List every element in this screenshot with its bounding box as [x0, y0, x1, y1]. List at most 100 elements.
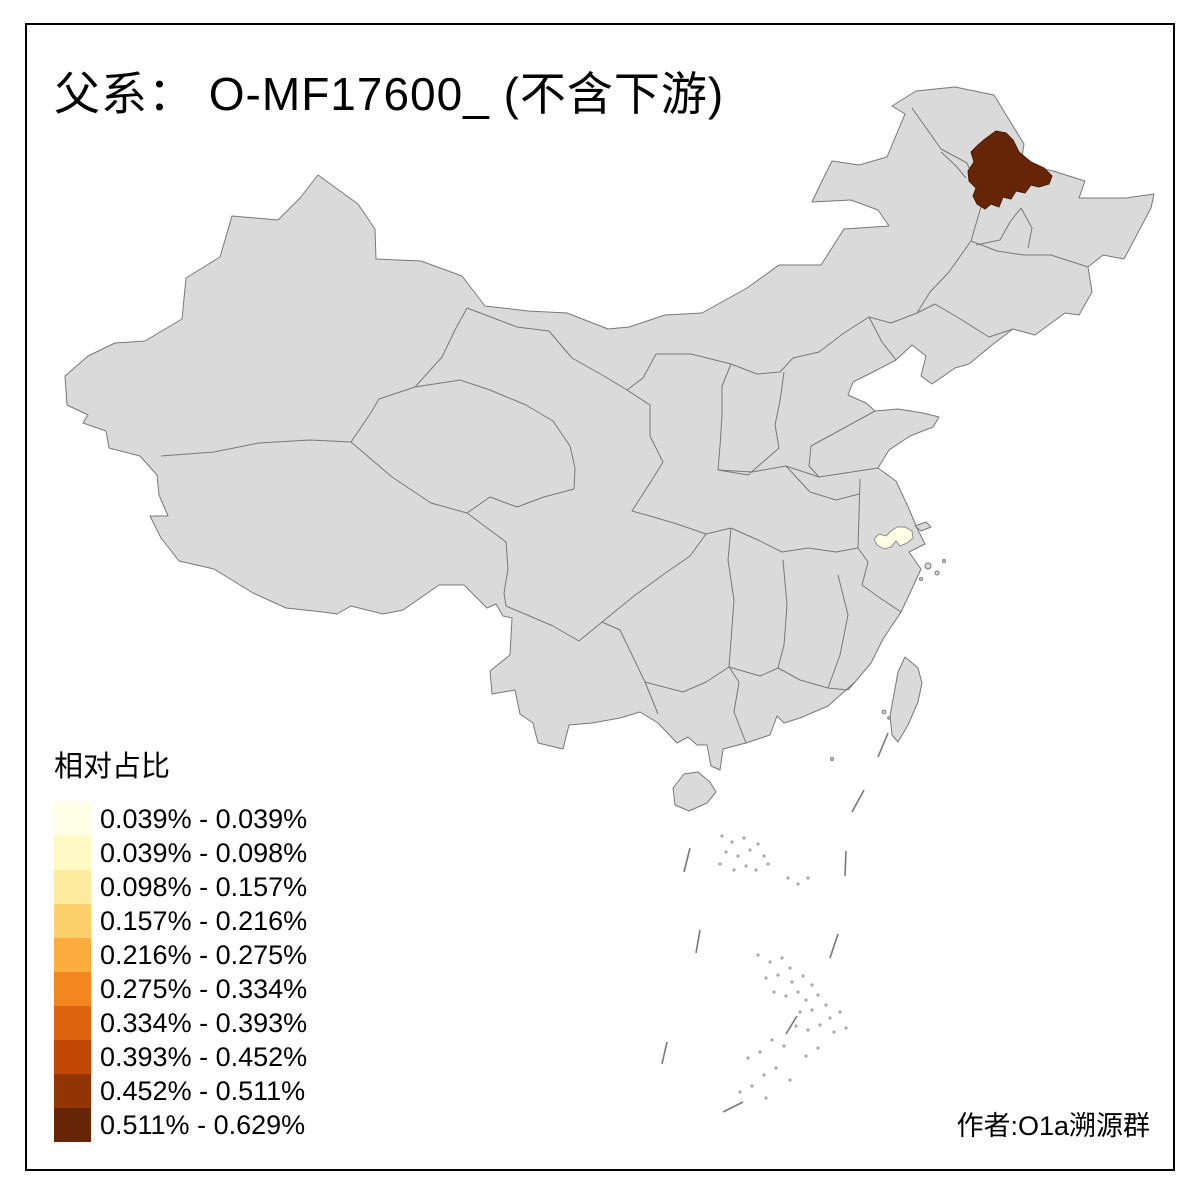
nine-dash-line-segment — [829, 933, 839, 959]
scs-island-dot — [772, 990, 776, 994]
scs-island-dot — [736, 854, 740, 858]
scs-island-dot — [832, 1030, 836, 1034]
legend-swatch — [54, 1108, 91, 1142]
legend-swatch — [54, 938, 91, 972]
scs-island-dot — [804, 1054, 808, 1058]
scs-island-dot — [828, 1016, 832, 1020]
scs-island-dot — [732, 868, 736, 872]
scs-island-dot — [746, 1056, 750, 1060]
scs-island-dot — [776, 973, 780, 977]
scs-island-dot — [770, 1038, 774, 1042]
scs-island-dot — [798, 1010, 802, 1014]
page-title: 父系： O-MF17600_ (不含下游) — [54, 68, 725, 120]
scs-island-dot — [796, 882, 800, 886]
legend-item: 0.098% - 0.157% — [54, 870, 307, 904]
hainan-island-shape — [672, 771, 717, 812]
penghu-island-dot — [887, 716, 891, 720]
legend-swatch — [54, 802, 91, 836]
scs-island-dot — [756, 953, 760, 957]
legend-item: 0.275% - 0.334% — [54, 972, 307, 1006]
legend-item: 0.039% - 0.098% — [54, 836, 307, 870]
scs-island-dot — [788, 1078, 792, 1082]
scs-island-dot — [762, 1073, 766, 1077]
nine-dash-line-segment — [661, 1041, 668, 1065]
legend-label: 0.452% - 0.511% — [100, 1076, 306, 1106]
scs-island-dot — [764, 976, 768, 980]
scs-island-dot — [750, 1084, 754, 1088]
legend-swatch — [54, 1074, 91, 1108]
scs-island-dot — [742, 836, 746, 840]
scs-island-dot — [806, 1028, 810, 1032]
legend-item: 0.334% - 0.393% — [54, 1006, 307, 1040]
scs-island-dot — [756, 842, 760, 846]
china-map — [64, 86, 1155, 1113]
scs-island-dot — [774, 1066, 778, 1070]
legend-swatch — [54, 836, 91, 870]
scs-island-dot — [818, 1023, 822, 1027]
legend-swatch — [54, 1040, 91, 1074]
legend-swatch — [54, 1006, 91, 1040]
nine-dash-line-segment — [683, 847, 691, 873]
scs-island-dot — [762, 854, 766, 858]
scs-island-dot — [784, 994, 788, 998]
south-china-sea-group — [661, 732, 889, 1113]
nine-dash-line-segment — [785, 1015, 798, 1035]
highlight-region-dark — [967, 130, 1053, 210]
penghu-island-dot — [881, 709, 887, 715]
legend-label: 0.039% - 0.039% — [100, 804, 308, 834]
scs-island-dot — [768, 960, 772, 964]
scs-island-dot — [718, 862, 722, 866]
legend-item: 0.157% - 0.216% — [54, 904, 307, 938]
scs-island-dot — [788, 966, 792, 970]
legend-item: 0.039% - 0.039% — [54, 802, 307, 836]
nine-dash-line-segment — [695, 929, 701, 954]
scs-island-dot — [824, 1003, 828, 1007]
legend-item: 0.393% - 0.452% — [54, 1040, 307, 1074]
scs-island-dot — [786, 876, 790, 880]
scs-island-dot — [816, 1046, 820, 1050]
legend-item: 0.511% - 0.629% — [54, 1108, 307, 1142]
scs-island-dot — [738, 1090, 742, 1094]
legend-label: 0.511% - 0.629% — [100, 1110, 306, 1140]
legend-label: 0.393% - 0.452% — [100, 1042, 308, 1072]
scs-island-dot — [730, 840, 734, 844]
scs-island-dot — [838, 1010, 842, 1014]
scs-island-dot — [764, 1096, 768, 1100]
coastal-island-dot — [924, 562, 932, 570]
scs-island-dot — [794, 1024, 798, 1028]
nine-dash-line-segment — [851, 789, 865, 813]
scs-island-dot — [810, 983, 814, 987]
legend-label: 0.157% - 0.216% — [100, 906, 308, 936]
scs-island-dot — [782, 1044, 786, 1048]
coastal-island-dot — [919, 577, 923, 581]
scs-island-dot — [754, 868, 758, 872]
scs-island-dot — [748, 848, 752, 852]
legend-title: 相对占比 — [54, 751, 171, 783]
legend-item: 0.216% - 0.275% — [54, 938, 307, 972]
dongsha-island-dot — [830, 757, 834, 761]
nine-dash-line-segment — [722, 1101, 744, 1113]
legend-label: 0.216% - 0.275% — [100, 940, 308, 970]
scs-island-dot — [804, 998, 808, 1002]
province-borders-group — [160, 107, 1089, 744]
scs-island-dot — [744, 864, 748, 868]
chongming-island-shape — [914, 521, 932, 532]
legend-label: 0.275% - 0.334% — [100, 974, 308, 1004]
legend-swatch — [54, 870, 91, 904]
nine-dash-line-segment — [877, 732, 889, 758]
scs-island-dot — [796, 990, 800, 994]
legend-label: 0.334% - 0.393% — [100, 1008, 308, 1038]
legend-swatch — [54, 972, 91, 1006]
highlight-region-pale — [873, 526, 914, 550]
legend-label: 0.039% - 0.098% — [100, 838, 308, 868]
taiwan-island-shape — [889, 656, 923, 743]
scs-island-dot — [780, 956, 784, 960]
scs-island-dot — [844, 1026, 848, 1030]
scs-island-dot — [816, 993, 820, 997]
legend-swatch — [54, 904, 91, 938]
attribution-text: 作者:O1a溯源群 — [956, 1111, 1150, 1141]
scs-island-dot — [801, 974, 805, 978]
scs-island-dot — [766, 862, 770, 866]
scs-island-dot — [810, 1008, 814, 1012]
